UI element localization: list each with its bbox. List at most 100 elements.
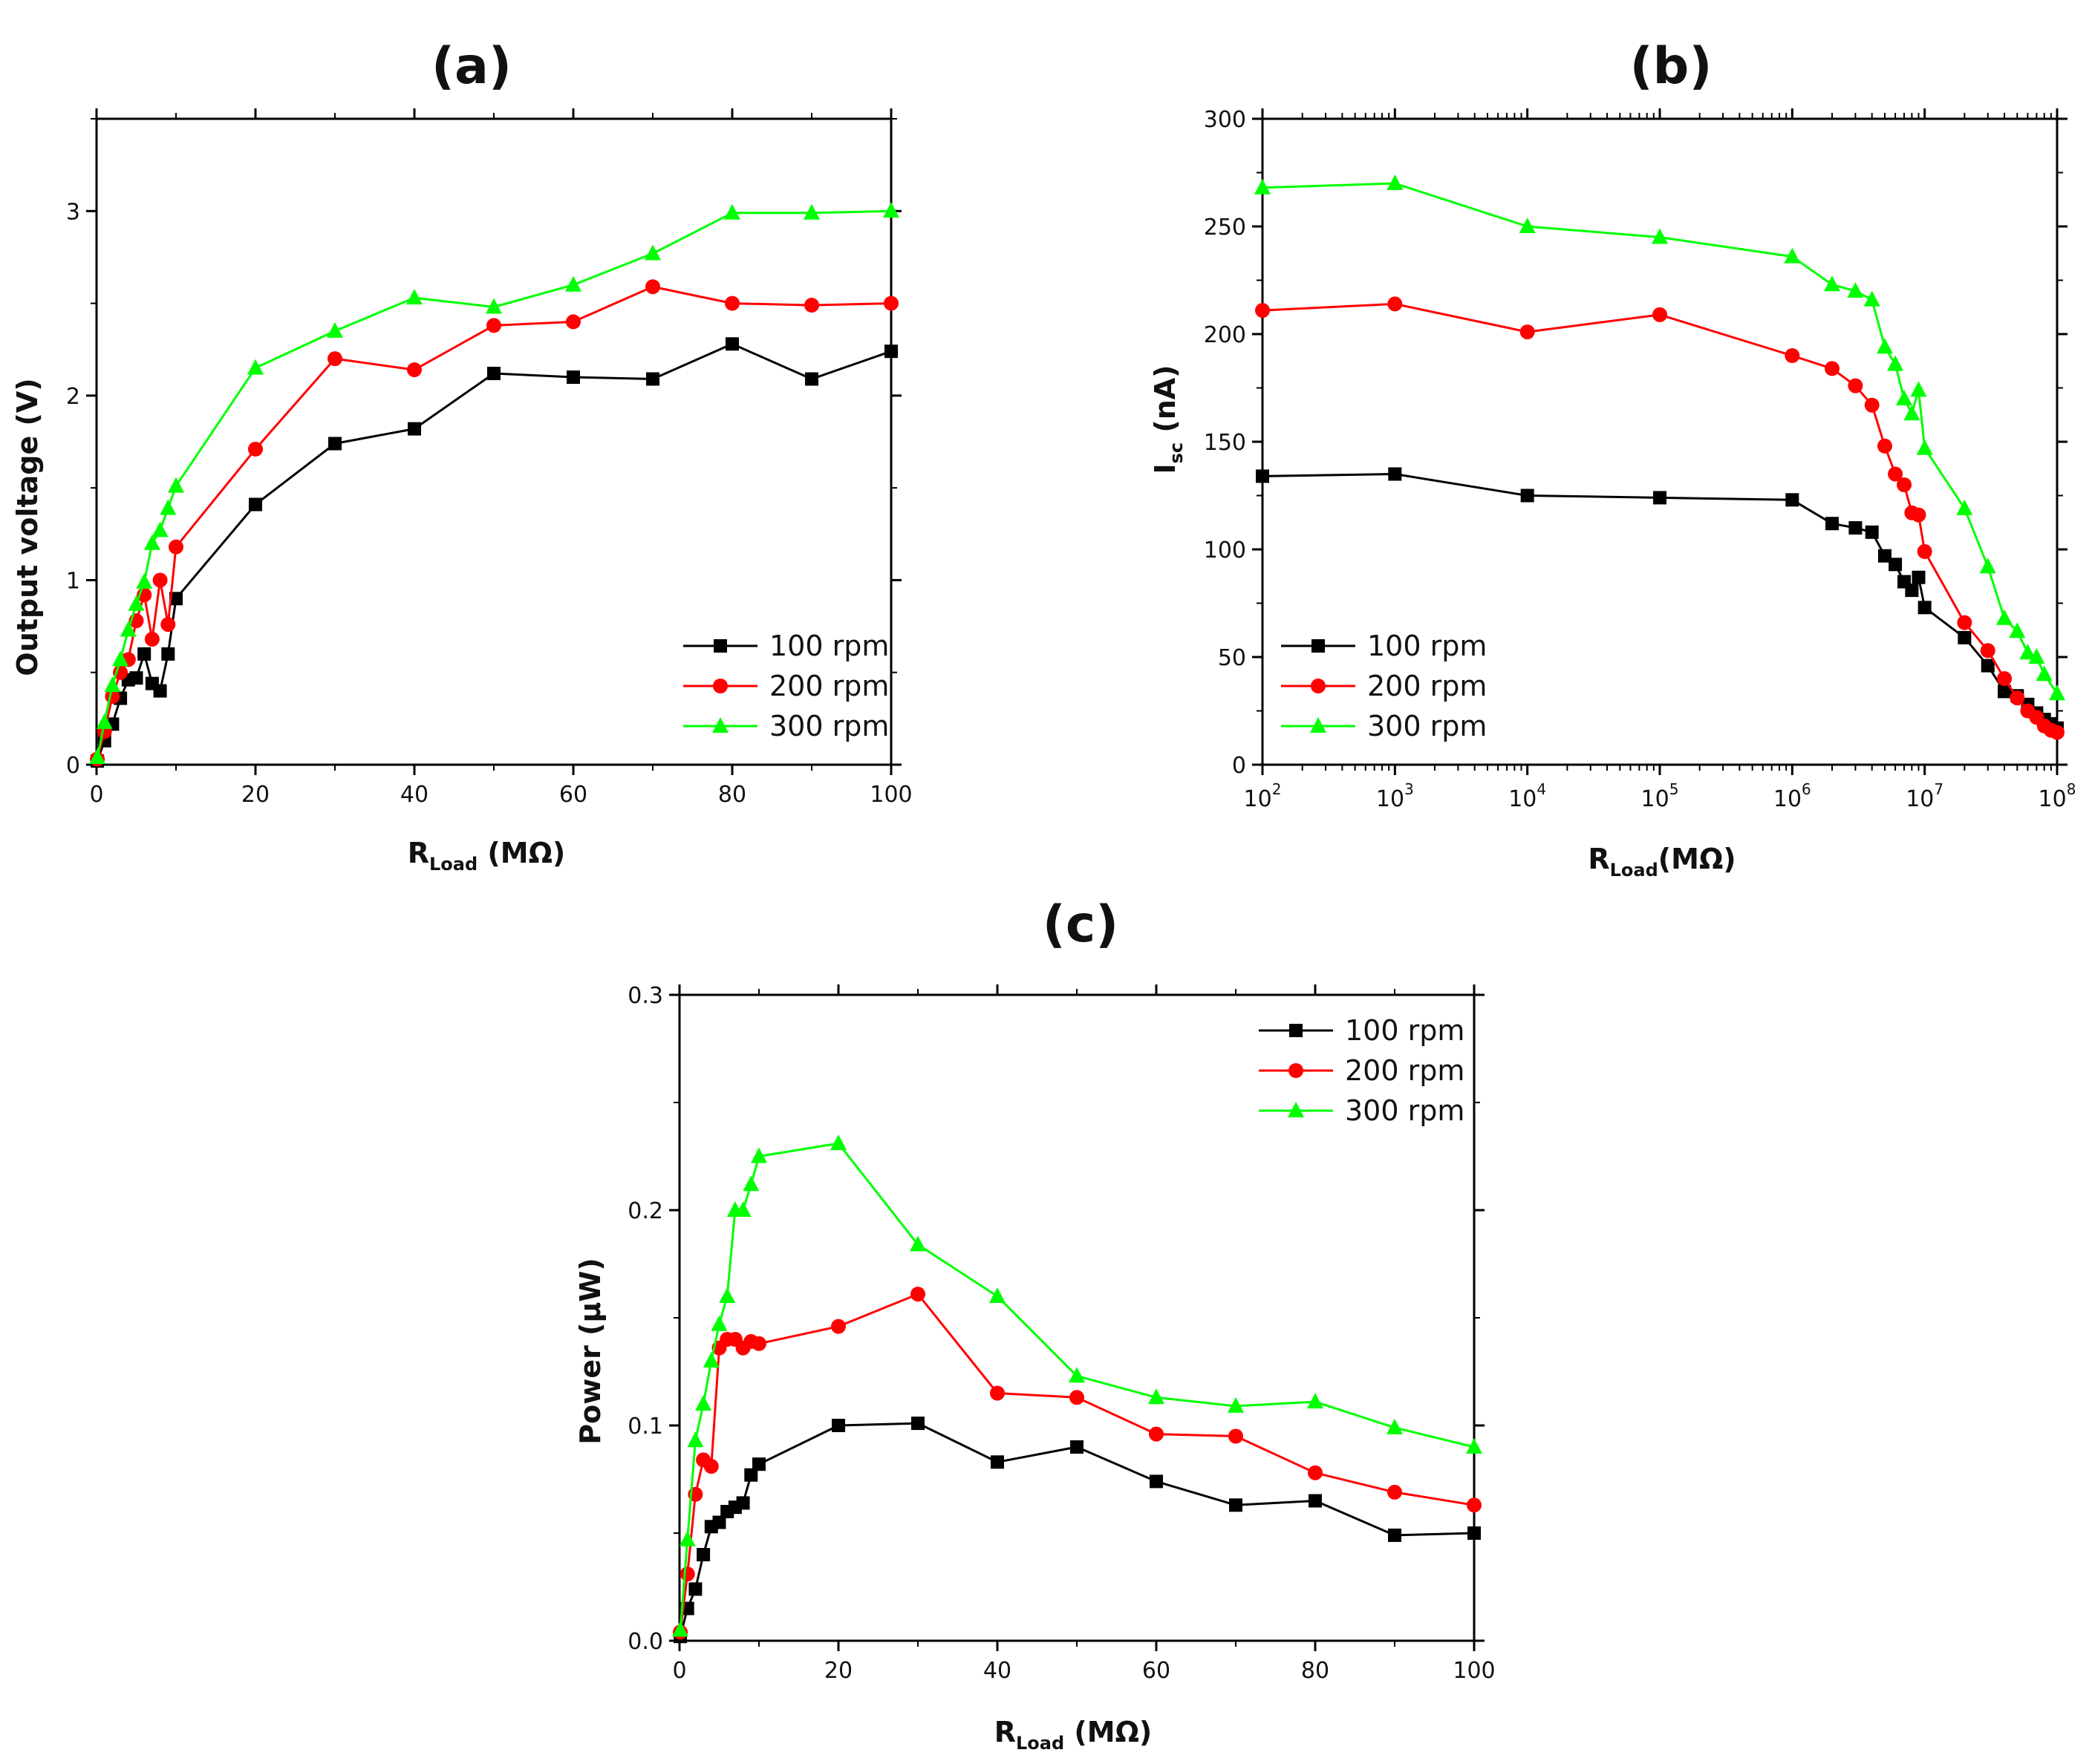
panel-b-point-100-rpm (1877, 549, 1891, 563)
panel-c-x-tick-label: 80 (1301, 1658, 1329, 1684)
panel-c-point-300-rpm (1466, 1438, 1482, 1454)
panel-b-point-100-rpm (1865, 525, 1879, 539)
panel-b-point-100-rpm (1981, 659, 1995, 673)
panel-b-point-300-rpm (1652, 228, 1668, 244)
panel-a-point-200-rpm (486, 318, 501, 333)
panel-b-point-100-rpm (1653, 491, 1666, 505)
panel-c-point-200-rpm (910, 1287, 925, 1302)
panel-b-point-100-rpm (1256, 469, 1269, 483)
panel-b-point-100-rpm (1917, 601, 1932, 615)
panel-a-point-200-rpm (328, 351, 342, 367)
panel-b-x-tick-label: 106 (1773, 780, 1811, 812)
panel-b-point-100-rpm (1785, 493, 1799, 507)
panel-b-point-200-rpm (1911, 507, 1926, 523)
panel-b-x-tick-label: 108 (2039, 780, 2076, 812)
panel-c-x-tick-label: 100 (1453, 1658, 1495, 1684)
panel-c-series-line-300-rpm (679, 1142, 1475, 1630)
panel-b-point-300-rpm (2009, 622, 2026, 638)
panel-a-x-tick-label: 60 (559, 782, 587, 808)
panel-b-point-300-rpm (1824, 275, 1841, 292)
panel-c-point-300-rpm (743, 1175, 760, 1192)
panel-b-point-200-rpm (1255, 303, 1270, 318)
panel-c-title: (c) (1043, 895, 1118, 954)
panel-a-legend-marker-300-rpm (712, 717, 729, 733)
panel-b-y-tick-label: 300 (1204, 107, 1246, 133)
panel-b-point-300-rpm (1903, 405, 1920, 421)
panel-c-point-100-rpm (1388, 1528, 1401, 1542)
panel-a-point-100-rpm (153, 684, 167, 698)
panel-b-point-300-rpm (2019, 644, 2036, 660)
panel-c-point-100-rpm (752, 1457, 766, 1471)
panel-b-point-200-rpm (1980, 643, 1995, 659)
panel-b-point-300-rpm (1847, 282, 1864, 298)
panel-b-point-200-rpm (1897, 477, 1912, 492)
panel-a-point-100-rpm (249, 497, 262, 512)
panel-b-point-200-rpm (1877, 438, 1892, 454)
panel-b-point-300-rpm (1887, 355, 1904, 371)
panel-a-x-tick-label: 20 (241, 782, 270, 808)
panel-b-x-axis-label: RLoad(MΩ) (1588, 843, 1736, 881)
panel-a-point-300-rpm (151, 521, 169, 538)
panel-a-y-tick-label: 0 (66, 753, 80, 779)
panel-b-point-300-rpm (1254, 178, 1271, 195)
panel-c-point-200-rpm (752, 1336, 766, 1351)
panel-a-point-300-rpm (247, 359, 264, 375)
panel-b-legend-label-200-rpm: 200 rpm (1367, 670, 1487, 702)
panel-a-plot-area: 0 20 40 60 80 100 0 1 2 3 100 rpm 200 rpm 300 rpm (66, 108, 913, 808)
panel-a-point-300-rpm (327, 321, 343, 338)
panel-c-point-300-rpm (703, 1352, 720, 1368)
panel-c-point-100-rpm (1070, 1440, 1084, 1454)
panel-c-point-200-rpm (831, 1319, 846, 1334)
panel-c-point-300-rpm (734, 1201, 752, 1217)
panel-c-point-100-rpm (832, 1419, 845, 1432)
panel-b-y-tick-label: 200 (1204, 322, 1246, 348)
panel-c-point-300-rpm (672, 1621, 689, 1637)
panel-a-point-200-rpm (725, 295, 740, 311)
panel-c-legend-marker-100-rpm (1289, 1024, 1303, 1037)
panel-c-point-100-rpm (1229, 1498, 1242, 1512)
panel-b-point-100-rpm (1825, 517, 1840, 531)
panel-b-point-200-rpm (1957, 615, 1972, 630)
panel-b-point-100-rpm (1848, 521, 1863, 535)
panel-b-point-300-rpm (1519, 218, 1536, 233)
panel-b-y-tick-label: 0 (1232, 753, 1246, 779)
panel-c-point-200-rpm (1069, 1390, 1084, 1405)
panel-c-x-tick-label: 60 (1142, 1658, 1170, 1684)
panel-c-point-200-rpm (680, 1567, 695, 1582)
panel-b-point-200-rpm (1997, 671, 2013, 686)
panel-a-point-100-rpm (487, 367, 501, 381)
panel-c-power-chart: (c) Power (μW) RLoad (MΩ) 0 20 40 60 80 100 0.… (574, 895, 1496, 1754)
panel-b-point-200-rpm (1785, 348, 1800, 363)
panel-c-x-tick-label: 20 (824, 1658, 853, 1684)
panel-a-y-axis-label: Output voltage (V) (11, 378, 44, 676)
panel-c-legend-label-200-rpm: 200 rpm (1345, 1054, 1464, 1087)
panel-b-legend-marker-300-rpm (1310, 717, 1326, 733)
panel-a-point-300-rpm (724, 203, 740, 220)
panel-b-point-200-rpm (2010, 690, 2025, 706)
panel-a-point-300-rpm (136, 572, 153, 589)
panel-a-point-300-rpm (168, 477, 184, 493)
panel-a-point-300-rpm (96, 713, 113, 729)
panel-c-plot-area: 0 20 40 60 80 100 0.0 0.1 0.2 0.3 100 rpm 200 rpm 30… (628, 983, 1495, 1684)
panel-a-legend-label-300-rpm: 300 rpm (769, 710, 889, 742)
panel-a-point-100-rpm (726, 337, 739, 351)
panel-b-point-200-rpm (2050, 725, 2065, 740)
panel-c-legend-label-300-rpm: 300 rpm (1345, 1094, 1464, 1127)
panel-b-y-tick-label: 100 (1204, 538, 1246, 564)
panel-a-point-200-rpm (566, 314, 581, 330)
panel-a-point-200-rpm (169, 539, 183, 555)
panel-c-legend-marker-300-rpm (1288, 1102, 1304, 1117)
panel-a-point-300-rpm (104, 676, 121, 693)
panel-a-point-200-rpm (804, 298, 819, 313)
panel-a-x-tick-label: 100 (870, 782, 912, 808)
panel-b-y-axis-label: Isc (nA) (1149, 365, 1187, 474)
panel-a-legend-marker-200-rpm (713, 679, 728, 693)
panel-c-point-100-rpm (911, 1417, 925, 1431)
panel-c-point-300-rpm (687, 1431, 704, 1448)
panel-a-point-300-rpm (128, 595, 145, 611)
panel-a-y-tick-label: 2 (66, 384, 80, 410)
panel-a-point-100-rpm (129, 671, 143, 685)
panel-a-point-100-rpm (328, 437, 342, 451)
panel-c-point-300-rpm (679, 1530, 696, 1546)
